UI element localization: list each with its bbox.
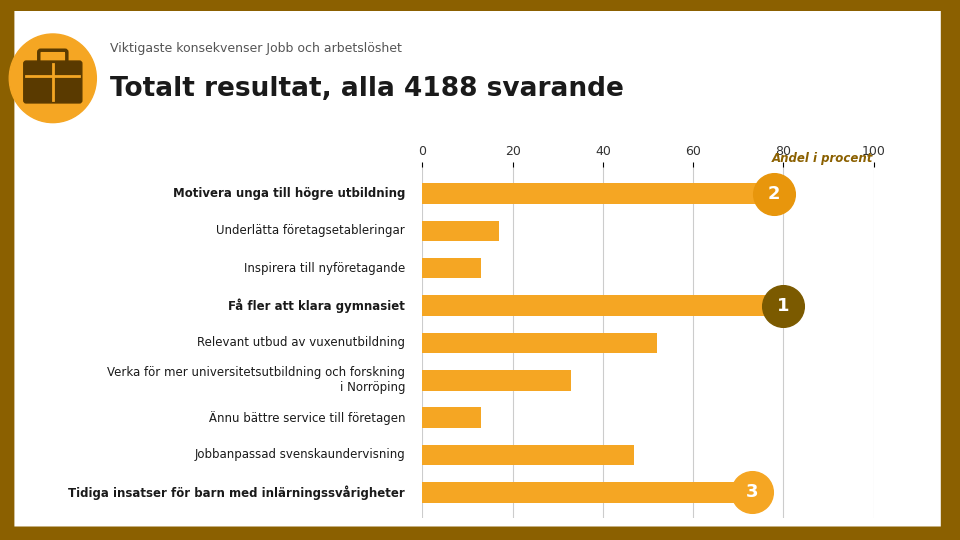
Text: Andel i procent: Andel i procent [772,152,874,165]
Text: Verka för mer universitetsutbildning och forskning
i Norröping: Verka för mer universitetsutbildning och… [108,366,405,394]
Text: Relevant utbud av vuxenutbildning: Relevant utbud av vuxenutbildning [197,336,405,349]
Bar [422,295,783,316]
Bar [422,370,571,390]
Bar [422,258,481,279]
Bar [422,482,752,503]
Bar [422,444,635,465]
Point [744,488,759,497]
Point [776,301,791,310]
Point [767,189,782,198]
Text: 3: 3 [746,483,758,501]
FancyBboxPatch shape [14,11,941,526]
Text: Ännu bättre service till företagen: Ännu bättre service till företagen [208,410,405,424]
Bar [422,407,481,428]
Text: Tidiga insatser för barn med inlärningssvårigheter: Tidiga insatser för barn med inlärningss… [68,485,405,500]
Text: Viktigaste konsekvenser Jobb och arbetslöshet: Viktigaste konsekvenser Jobb och arbetsl… [110,42,402,55]
Text: 1: 1 [777,296,790,315]
Text: 2: 2 [768,185,780,202]
FancyBboxPatch shape [24,61,82,103]
Text: Motivera unga till högre utbildning: Motivera unga till högre utbildning [173,187,405,200]
Text: Underlätta företagsetableringar: Underlätta företagsetableringar [216,225,405,238]
Bar [422,221,499,241]
Bar [422,183,775,204]
Text: Jobbanpassad svenskaundervisning: Jobbanpassad svenskaundervisning [194,448,405,461]
Circle shape [10,34,96,123]
Bar [422,333,657,353]
Text: Inspirera till nyföretagande: Inspirera till nyföretagande [244,262,405,275]
Text: Få fler att klara gymnasiet: Få fler att klara gymnasiet [228,298,405,313]
Text: Totalt resultat, alla 4188 svarande: Totalt resultat, alla 4188 svarande [110,76,624,102]
